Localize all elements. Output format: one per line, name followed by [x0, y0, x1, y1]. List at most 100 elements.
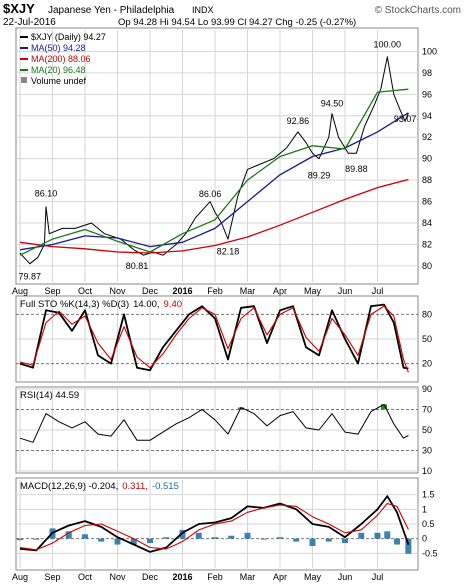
x-tick-label-bottom: Aug	[12, 572, 28, 582]
y-tick-label: 90	[422, 384, 432, 394]
x-tick-label-bottom: Oct	[78, 572, 93, 582]
macd-histogram-bar	[163, 537, 170, 539]
sto-legend-text: 9.40	[164, 299, 183, 310]
legend-swatch	[21, 77, 27, 83]
y-tick-label: 70	[422, 405, 432, 415]
x-tick-label: Jun	[338, 286, 353, 296]
watermark: © StockCharts.com	[375, 5, 461, 16]
y-tick-label: 10	[422, 466, 432, 476]
x-tick-label: Oct	[78, 286, 93, 296]
macd-histogram-bar	[228, 535, 235, 539]
series-line-ma-20-	[19, 88, 409, 256]
y-tick-label: 80	[422, 261, 432, 271]
x-tick-label: May	[304, 286, 322, 296]
legend-text: Volume undef	[31, 76, 87, 86]
x-tick-label-bottom: Feb	[207, 572, 223, 582]
y-tick-label: 82	[422, 239, 432, 249]
x-tick-label-bottom: Jun	[338, 572, 353, 582]
y-tick-label: 1.5	[422, 490, 435, 500]
y-tick-label: 100	[422, 46, 437, 56]
macd-legend-text: -0.515	[152, 481, 179, 492]
y-tick-label: -0.5	[422, 548, 438, 558]
macd-histogram-bar	[260, 538, 267, 540]
macd-histogram-bar	[147, 538, 153, 544]
price-annotation: 82.18	[217, 247, 240, 257]
x-tick-label-bottom: Sep	[44, 572, 60, 582]
x-tick-label-bottom: Dec	[142, 572, 159, 582]
macd-histogram-bar	[325, 538, 332, 542]
y-tick-label: 90	[422, 154, 432, 164]
y-tick-label: 86	[422, 197, 432, 207]
x-tick-label-bottom: 2016	[172, 572, 192, 582]
instrument-name: Japanese Yen - Philadelphia	[48, 5, 175, 16]
price-panel-frame	[15, 27, 419, 285]
macd-histogram-bar	[195, 532, 202, 539]
macd-histogram-bar	[244, 532, 251, 539]
series-line-rsi-14-	[19, 403, 409, 443]
sto-legend-text: Full STO %K(14,3) %D(3)	[20, 299, 129, 310]
macd-histogram-bar	[394, 538, 400, 545]
x-tick-label: Feb	[207, 286, 223, 296]
macd-histogram-bar	[98, 538, 105, 542]
macd-histogram-bar	[405, 538, 412, 554]
x-tick-label-bottom: Nov	[109, 572, 126, 582]
y-tick-label: 80	[422, 309, 432, 319]
y-tick-label: 96	[422, 89, 432, 99]
series-line--k	[19, 303, 409, 372]
rsi-legend-text: RSI(14) 44.59	[20, 390, 79, 401]
x-tick-label: Sep	[44, 286, 60, 296]
macd-histogram-bar	[374, 532, 381, 539]
legend-text: MA(20) 96.48	[31, 65, 86, 75]
labels-layer: Aug Aug Sep Sep Oct Oct Nov Nov Dec Dec 2016 2016 Fe…	[12, 32, 438, 582]
macd-histogram-bar	[179, 529, 186, 539]
macd-histogram-bar	[309, 538, 316, 546]
macd-histogram-bar	[277, 537, 283, 539]
x-tick-label: 2016	[172, 286, 192, 296]
y-tick-label: 50	[422, 425, 432, 435]
y-tick-label: 20	[422, 359, 432, 369]
y-tick-label: 94	[422, 111, 432, 121]
x-tick-label-bottom: Jul	[372, 572, 384, 582]
macd-histogram-bar	[114, 538, 121, 545]
y-tick-label: 30	[422, 446, 432, 456]
x-tick-label: Apr	[273, 286, 287, 296]
macd-legend-text: MACD(12,26,9) -0.204,	[20, 481, 118, 492]
series-line-signal	[19, 502, 409, 551]
macd-histogram-bar	[384, 531, 391, 539]
price-annotation: 93.07	[394, 114, 417, 124]
grid-layer	[16, 30, 418, 568]
y-tick-label: 92	[422, 132, 432, 142]
rsi-overbought-fill	[381, 404, 387, 410]
marks-layer	[17, 56, 412, 554]
exchange-label: INDX	[192, 5, 214, 15]
y-tick-label: 98	[422, 68, 432, 78]
macd-histogram-bar	[17, 538, 23, 541]
y-tick-label: 50	[422, 334, 432, 344]
price-annotation: 89.88	[345, 164, 368, 174]
macd-histogram-bar	[342, 538, 348, 544]
y-tick-label: 88	[422, 175, 432, 185]
macd-histogram-bar	[82, 534, 88, 539]
price-annotation: 89.29	[308, 170, 331, 180]
macd-histogram-bar	[212, 537, 218, 539]
macd-histogram-bar	[65, 531, 72, 539]
legend-text: MA(200) 88.06	[31, 54, 91, 64]
y-tick-label: 0.5	[422, 519, 435, 529]
x-tick-label: Aug	[12, 286, 28, 296]
price-annotation: 79.87	[18, 271, 41, 281]
price-annotation: 100.00	[373, 39, 401, 49]
date-label: 22-Jul-2016	[3, 17, 56, 28]
legend-text: MA(50) 94.28	[31, 43, 86, 53]
price-annotation: 86.10	[35, 189, 58, 199]
x-tick-label: Nov	[109, 286, 126, 296]
series-line-ma-200-	[19, 178, 409, 254]
x-tick-label: Jul	[372, 286, 384, 296]
y-tick-label: 84	[422, 218, 432, 228]
series-line--d	[19, 305, 409, 373]
y-tick-label: 1	[422, 504, 427, 514]
x-tick-label-bottom: Apr	[273, 572, 287, 582]
legend-text: $XJY (Daily) 94.27	[31, 32, 106, 42]
macd-histogram-bar	[130, 538, 137, 545]
x-tick-label-bottom: Mar	[240, 572, 256, 582]
